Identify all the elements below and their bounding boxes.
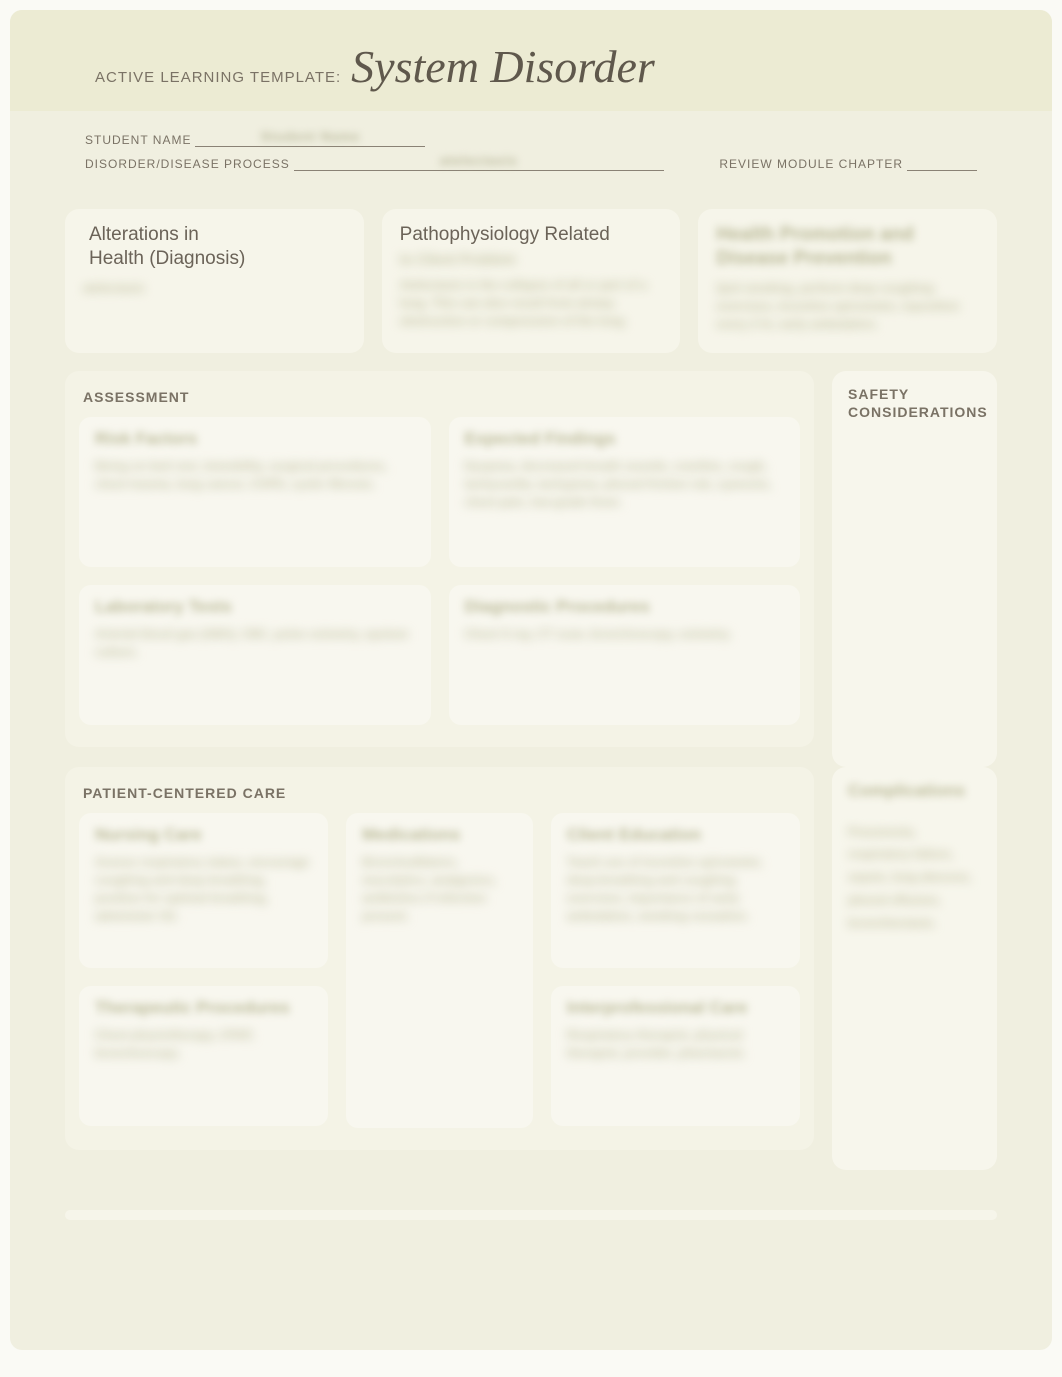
interprof-card: Interprofessional Care Respiratory thera… — [551, 986, 800, 1126]
care-section: PATIENT-CENTERED CARE Nursing Care Asses… — [65, 767, 814, 1150]
meta-block: STUDENT NAME Student Name DISORDER/DISEA… — [10, 111, 1052, 189]
therapeutic-card: Therapeutic Procedures Chest physiothera… — [79, 986, 328, 1126]
assessment-section: ASSESSMENT Risk Factors Being on bed res… — [65, 371, 814, 747]
therapeutic-title: Therapeutic Procedures — [95, 998, 312, 1018]
footer-bar — [65, 1210, 997, 1220]
risk-title: Risk Factors — [95, 429, 415, 449]
meds-card: Medications Bronchodilators, mucolytics,… — [346, 813, 533, 1128]
alterations-title: Alterations in Health (Diagnosis) — [83, 223, 346, 271]
diag-body: Chest X-ray, CT scan, bronchoscopy, oxim… — [465, 625, 785, 643]
alterations-card: Alterations in Health (Diagnosis) atelec… — [65, 209, 364, 353]
template-label: ACTIVE LEARNING TEMPLATE: — [95, 69, 341, 86]
findings-card: Expected Findings Dyspnea, decreased bre… — [449, 417, 801, 567]
patho-subtitle: to Client Problem — [400, 249, 663, 270]
assessment-label: ASSESSMENT — [83, 389, 796, 405]
nursing-body: Assess respiratory status, encourage cou… — [95, 853, 312, 925]
labs-card: Laboratory Tests Arterial blood gas (ABG… — [79, 585, 431, 725]
assessment-row: ASSESSMENT Risk Factors Being on bed res… — [65, 371, 997, 767]
therapeutic-body: Chest physiotherapy, CPAP, bronchoscopy. — [95, 1026, 312, 1062]
safety-label: SAFETY CONSIDERATIONS — [848, 385, 981, 421]
edu-card: Client Education Teach use of incentive … — [551, 813, 800, 968]
diag-card: Diagnostic Procedures Chest X-ray, CT sc… — [449, 585, 801, 725]
disorder-field[interactable]: atelectasis — [294, 155, 664, 171]
diag-title: Diagnostic Procedures — [465, 597, 785, 617]
chapter-field[interactable] — [907, 155, 977, 171]
meds-body: Bronchodilators, mucolytics, analgesics,… — [362, 853, 517, 925]
student-name-label: STUDENT NAME — [85, 133, 191, 147]
interprof-title: Interprofessional Care — [567, 998, 784, 1018]
patho-title: Pathophysiology Related — [400, 223, 663, 247]
alterations-body: atelectasis — [83, 279, 346, 297]
findings-body: Dyspnea, decreased breath sounds, crackl… — [465, 457, 785, 511]
patho-body: Atelectasis is the collapse of all or pa… — [400, 276, 663, 330]
promo-title: Health Promotion and Disease Prevention — [716, 223, 979, 271]
findings-title: Expected Findings — [465, 429, 785, 449]
nursing-title: Nursing Care — [95, 825, 312, 845]
page-container: ACTIVE LEARNING TEMPLATE: System Disorde… — [10, 10, 1052, 1350]
care-label: PATIENT-CENTERED CARE — [83, 785, 796, 801]
edu-title: Client Education — [567, 825, 784, 845]
labs-title: Laboratory Tests — [95, 597, 415, 617]
edu-body: Teach use of incentive spirometer, deep-… — [567, 853, 784, 925]
disorder-label: DISORDER/DISEASE PROCESS — [85, 157, 290, 171]
complications-body: Pneumonia, respiratory failure, sepsis, … — [848, 821, 981, 935]
meds-title: Medications — [362, 825, 517, 845]
complications-card: Complications Pneumonia, respiratory fai… — [832, 767, 997, 1170]
risk-card: Risk Factors Being on bed rest, immobili… — [79, 417, 431, 567]
care-row: PATIENT-CENTERED CARE Nursing Care Asses… — [65, 767, 997, 1170]
patho-card: Pathophysiology Related to Client Proble… — [382, 209, 681, 353]
content-area: Alterations in Health (Diagnosis) atelec… — [10, 189, 1052, 1170]
top-cards-row: Alterations in Health (Diagnosis) atelec… — [65, 209, 997, 353]
nursing-card: Nursing Care Assess respiratory status, … — [79, 813, 328, 968]
template-title: System Disorder — [351, 40, 655, 93]
header-band: ACTIVE LEARNING TEMPLATE: System Disorde… — [10, 10, 1052, 111]
complications-label: Complications — [848, 781, 981, 801]
chapter-label: REVIEW MODULE CHAPTER — [719, 157, 903, 171]
safety-card: SAFETY CONSIDERATIONS — [832, 371, 997, 767]
promo-card: Health Promotion and Disease Prevention … — [698, 209, 997, 353]
risk-body: Being on bed rest, immobility, surgical … — [95, 457, 415, 493]
student-name-field[interactable]: Student Name — [195, 131, 425, 147]
labs-body: Arterial blood gas (ABG), CBC, pulse oxi… — [95, 625, 415, 661]
promo-body: Quit smoking, perform deep coughing exer… — [716, 279, 979, 333]
interprof-body: Respiratory therapist, physical therapis… — [567, 1026, 784, 1062]
